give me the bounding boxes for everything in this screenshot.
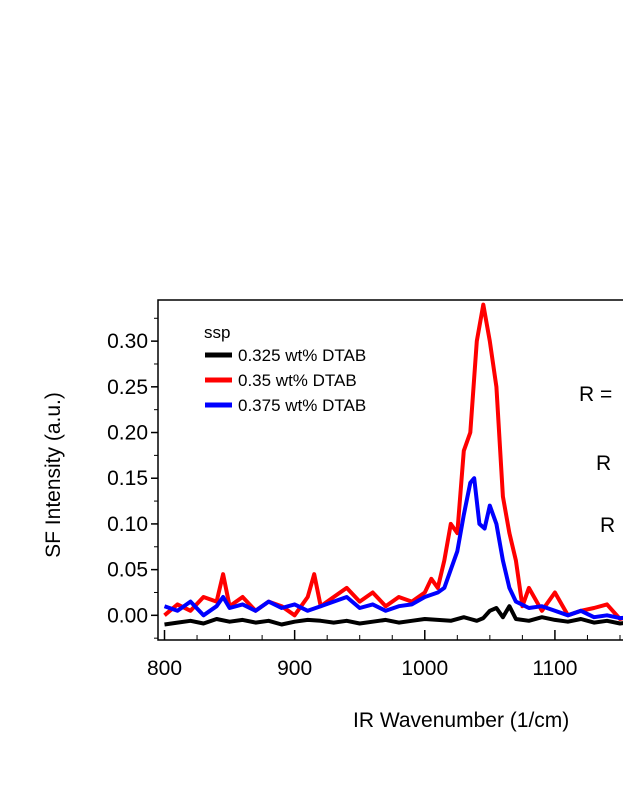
legend-label-2: 0.375 wt% DTAB (238, 396, 366, 415)
legend-label-0: 0.325 wt% DTAB (238, 346, 366, 365)
series-layer (163, 302, 623, 627)
annotation-2: R (600, 514, 615, 537)
legend-label-1: 0.35 wt% DTAB (238, 371, 357, 390)
x-tick-label: 1100 (532, 657, 577, 680)
series-line-0 (164, 604, 623, 627)
legend-title: ssp (204, 323, 230, 342)
y-tick-label: 0.05 (107, 559, 148, 582)
y-tick-label: 0.00 (107, 604, 148, 627)
x-tick-label: 1000 (401, 657, 448, 680)
legend: ssp 0.325 wt% DTAB 0.35 wt% DTAB 0.375 w… (204, 323, 366, 415)
y-axis-title: SF Intensity (a.u.) (42, 392, 65, 558)
y-tick-label: 0.25 (107, 376, 148, 399)
x-axis: 800 900 1000 1100 (147, 630, 621, 680)
y-tick-label: 0.10 (107, 513, 148, 536)
y-tick-label: 0.15 (107, 467, 148, 490)
y-tick-label: 0.30 (107, 330, 148, 353)
x-tick-label: 900 (277, 657, 312, 680)
annotation-1: R (596, 452, 611, 475)
y-tick-label: 0.20 (107, 422, 148, 445)
y-axis: 0.00 0.05 0.10 0.15 0.20 0.25 0.30 (107, 317, 158, 639)
annotation-0: R = (579, 383, 612, 406)
series-line-2 (163, 476, 623, 621)
x-axis-title: IR Wavenumber (1/cm) (353, 709, 569, 732)
x-tick-label: 800 (147, 657, 182, 680)
series-line-1 (163, 302, 623, 621)
plot-frame (157, 299, 623, 641)
